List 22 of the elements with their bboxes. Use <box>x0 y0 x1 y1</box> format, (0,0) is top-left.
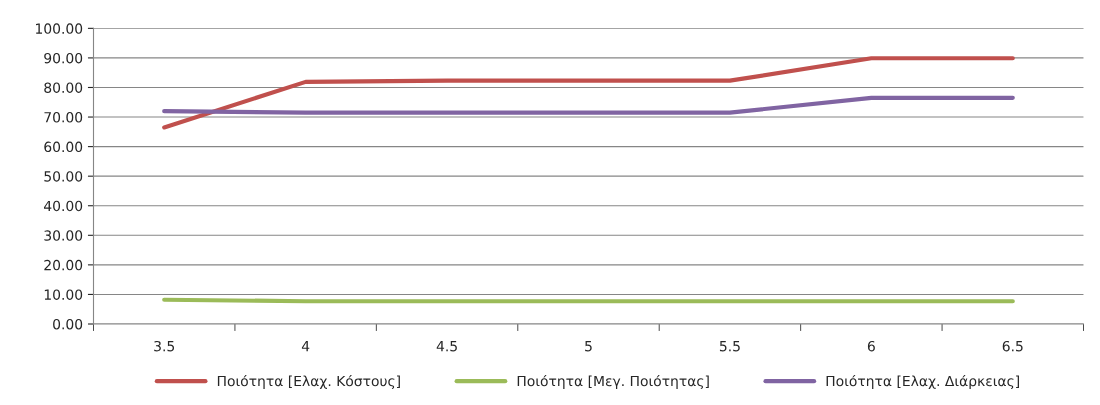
y-tick-label: 20.00 <box>44 259 83 271</box>
y-tick-label: 90.00 <box>44 52 83 64</box>
x-tick-label: 3.5 <box>154 340 175 352</box>
x-tick-label: 5 <box>585 341 592 352</box>
x-tick-label: 4.5 <box>436 341 457 352</box>
line-series <box>162 56 1015 130</box>
y-tick-label: 0.00 <box>53 318 83 330</box>
legend-label: Ποιότητα [Ελαχ. Κόστους] <box>217 374 400 389</box>
y-tick-label: 40.00 <box>44 200 83 212</box>
y-tick-label: 80.00 <box>44 82 83 93</box>
legend-label: Ποιότητα [Ελαχ. Διάρκειας] <box>826 374 1019 389</box>
y-tick-label: 100.00 <box>36 23 83 34</box>
legend-label: Ποιότητα [Μεγ. Ποιότητας] <box>517 374 709 389</box>
y-tick-label: 50.00 <box>44 171 83 182</box>
x-tick-label: 5.5 <box>719 341 740 352</box>
y-tick-label: 60.00 <box>44 141 83 153</box>
x-tick-label: 6 <box>867 340 875 352</box>
x-tick-label: 6.5 <box>1002 340 1023 352</box>
x-tick-label: 4 <box>301 341 310 352</box>
y-tick-label: 30.00 <box>44 230 83 241</box>
y-tick-label: 10.00 <box>44 289 83 300</box>
y-tick-label: 70.00 <box>44 112 83 123</box>
